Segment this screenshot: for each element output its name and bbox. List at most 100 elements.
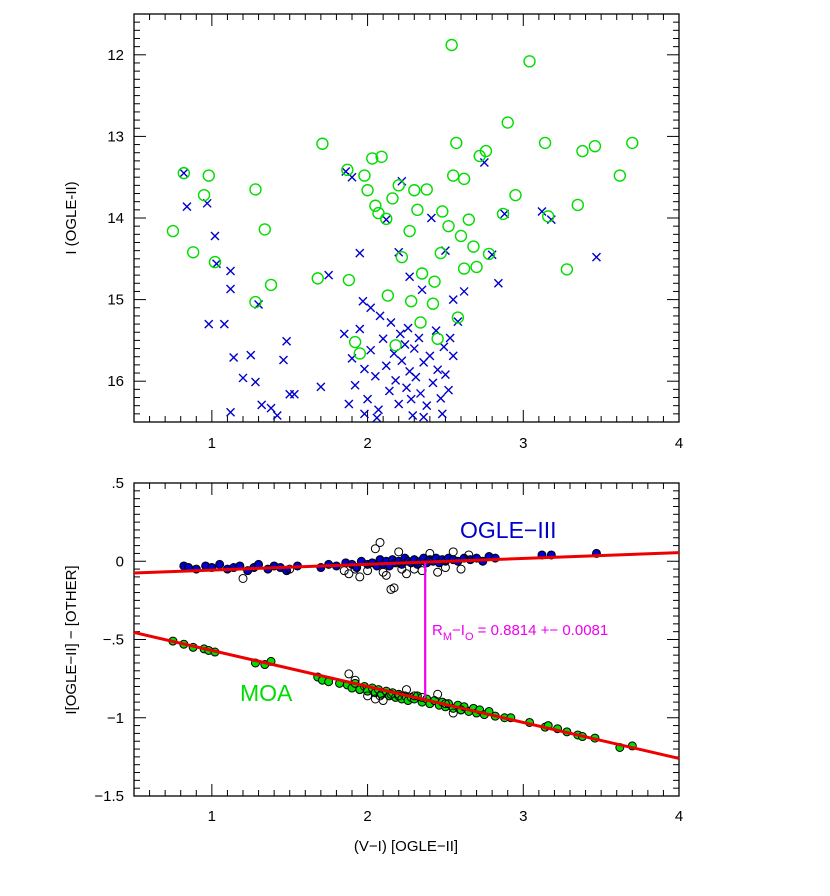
cmd-circle-marker [414,316,427,329]
cmd-circle-marker [445,38,458,52]
offset-outlier-point [394,547,404,557]
cmd-x-marker [179,168,189,178]
offset-y-tick-label: 0 [116,553,124,570]
cmd-circle-marker [542,210,555,223]
cmd-x-marker [278,355,288,365]
cmd-circle-marker [411,203,424,217]
cmd-circle-marker [538,136,552,150]
cmd-circle-marker [428,275,441,288]
cmd-circle-marker [454,229,468,243]
cmd-circle-marker [361,184,374,197]
cmd-circle-marker [576,144,589,158]
cmd-x-marker [212,259,222,269]
cmd-circle-marker [442,219,455,233]
cmd-circle-marker [560,263,574,276]
offset-y-tick-label: −1 [107,710,124,727]
cmd-x-marker [226,266,236,276]
cmd-x-tick-label: 4 [675,435,683,452]
cmd-circle-marker [420,183,433,196]
cmd-x-marker [448,295,458,305]
cmd-circle-marker [571,198,584,212]
offset-y-tick-label: −1.5 [94,788,124,805]
offset-x-tick-label: 4 [675,808,683,825]
cmd-x-marker [445,333,455,343]
offset-outlier-point [433,689,443,699]
cmd-x-marker [409,344,419,354]
offset-x-axis-label: (V−I) [OGLE−II] [354,838,458,855]
cmd-x-marker [419,412,429,422]
cmd-circle-marker [431,332,444,345]
cmd-circle-marker [613,169,627,182]
cmd-circle-marker [392,179,405,192]
cmd-y-tick-label: 12 [107,47,124,64]
cmd-x-marker [397,356,407,366]
offset-outlier-point [344,669,354,679]
cmd-x-marker [204,319,214,329]
offset-outlier-point [397,564,407,574]
cmd-circle-marker [482,247,496,261]
cmd-circle-marker [415,267,429,280]
offset-outlier-point [378,696,388,706]
offset-outlier-point [448,708,458,718]
cmd-circle-marker [395,250,409,264]
cmd-circle-marker [457,262,471,275]
cmd-x-marker [344,399,354,409]
cmd-x-marker [373,405,383,415]
cmd-circle-marker [202,169,215,182]
cmd-x-marker [359,364,369,374]
cmd-x-marker [250,377,260,387]
cmd-x-marker [355,248,365,258]
offset-outlier-point [433,567,443,577]
cmd-circle-marker [372,206,385,220]
cmd-circle-marker [450,136,463,150]
cmd-x-marker [359,409,369,419]
cmd-circle-marker [389,339,402,352]
cmd-x-marker [355,324,365,334]
offset-outlier-point [375,691,385,701]
cmd-x-marker [378,334,388,344]
cmd-x-marker [459,286,469,296]
offset-outlier-point [363,691,373,701]
offset-x-tick-label: 2 [363,808,371,825]
cmd-x-marker [448,351,458,361]
cmd-x-marker [210,231,220,241]
offset-plot-frame [133,482,680,797]
cmd-y-tick-label: 15 [107,292,124,309]
cmd-x-marker [422,401,432,411]
cmd-circle-marker [436,205,449,218]
cmd-circle-marker [341,163,354,177]
cmd-y-tick-label: 13 [107,128,124,145]
cmd-circle-marker [375,150,388,164]
offset-ticks [134,482,680,797]
cmd-x-marker [372,413,382,423]
offset-outlier-point [375,537,385,547]
offset-outlier-point [355,572,365,582]
cmd-x-marker [408,410,418,420]
cmd-circle-marker [380,212,393,226]
cmd-x-marker [316,382,326,392]
offset-outlier-point [456,564,466,574]
offset-y-axis-label: I[OGLE−II] − [OTHER] [63,565,80,714]
cmd-x-marker [339,329,349,339]
cmd-x-marker [370,371,380,381]
offset-tick-labels: 1 2 3 4 .5 0 −.5 −1 −1.5 [94,475,683,825]
offset-y-tick-label: .5 [111,475,124,492]
cmd-y-tick-label: 16 [107,373,124,390]
cmd-x-marker [440,370,450,380]
cmd-x-tick-label: 2 [363,435,371,452]
cmd-circle-marker [462,213,475,226]
offset-panel: 1 2 3 4 .5 0 −.5 −1 −1.5 I[OGLE−II] − [OTHER] (V… [63,475,683,855]
cmd-circle-marker [358,169,371,182]
cmd-circle-marker [381,289,395,302]
cmd-x-marker [226,407,236,417]
cmd-x-marker [358,296,368,306]
cmd-circle-marker [426,297,440,310]
ogle3-series-label: OGLE−III [460,517,557,543]
cmd-circle-marker [404,295,418,308]
cmd-circle-marker [316,137,329,150]
cmd-x-marker [444,385,454,395]
cmd-x-marker [272,410,282,420]
cmd-circle-marker [501,116,514,129]
offset-x-tick-label: 3 [519,808,527,825]
